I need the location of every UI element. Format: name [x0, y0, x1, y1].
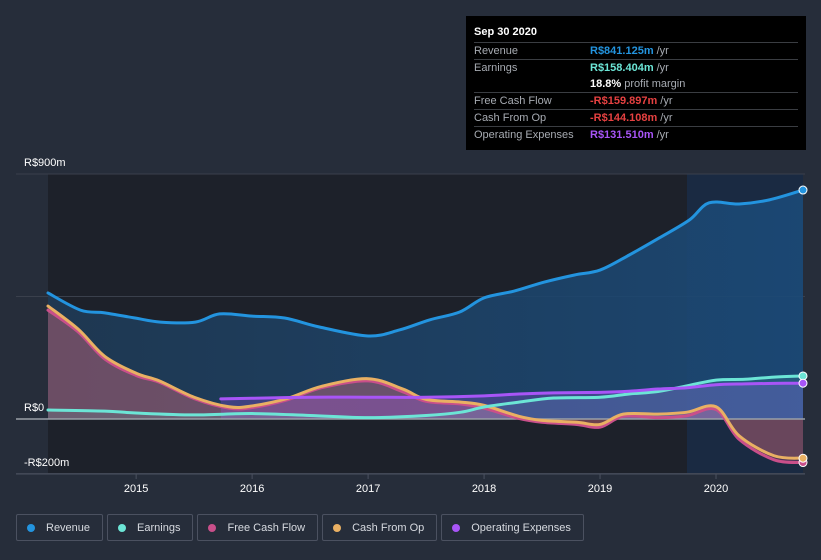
x-tick-label: 2020 [704, 483, 728, 495]
legend-label: Revenue [46, 521, 91, 534]
tooltip-value: R$158.404m [590, 62, 654, 74]
tooltip-value: -R$159.897m [590, 95, 658, 107]
tooltip-label: Revenue [474, 45, 519, 57]
cash-from-op-end-marker [798, 453, 808, 463]
operating-expenses-end-marker [798, 378, 808, 388]
y-tick-label-zero: R$0 [24, 402, 44, 414]
data-tooltip: Sep 30 2020 Revenue R$841.125m /yr Earni… [466, 16, 806, 150]
earnings-area [48, 375, 803, 419]
profit-margin-value: 18.8% [590, 78, 622, 90]
tooltip-row-cash-from-op: Cash From Op -R$144.108m /yr [474, 110, 798, 127]
legend-item-revenue[interactable]: Revenue [16, 514, 104, 541]
tooltip-value: R$131.510m [590, 129, 654, 141]
tooltip-unit: /yr [660, 95, 673, 107]
free-cash-flow-dot-icon [208, 523, 217, 532]
tooltip-value: -R$144.108m [590, 112, 658, 124]
y-tick-label-bottom: -R$200m [24, 457, 69, 469]
tooltip-label: Free Cash Flow [474, 95, 552, 107]
x-tick-label: 2017 [356, 483, 380, 495]
revenue-area [48, 190, 803, 419]
legend-label: Operating Expenses [471, 521, 571, 534]
tooltip-unit: /yr [660, 112, 673, 124]
revenue-end-marker [798, 185, 808, 195]
operating-expenses-line [219, 381, 805, 401]
x-tick-label: 2019 [588, 483, 612, 495]
tooltip-row-earnings: Earnings R$158.404m /yr [474, 60, 798, 76]
tooltip-date: Sep 30 2020 [474, 24, 798, 43]
financial-chart: R$900m R$0 -R$200m 2015 2016 2017 2018 2019 2… [16, 157, 808, 495]
tooltip-label [474, 76, 590, 92]
legend-label: Free Cash Flow [227, 521, 306, 534]
revenue-dot-icon [27, 523, 35, 532]
tooltip-unit: profit margin [624, 78, 686, 90]
earnings-dot-icon [118, 523, 127, 532]
legend-item-operating-expenses[interactable]: Operating Expenses [441, 514, 584, 541]
tooltip-row-operating-expenses: Operating Expenses R$131.510m /yr [474, 127, 798, 143]
cash-from-op-dot-icon [333, 523, 342, 532]
tooltip-row-profit-margin: 18.8% profit margin [474, 76, 798, 93]
tooltip-label: Earnings [474, 62, 518, 74]
tooltip-unit: /yr [656, 129, 669, 141]
y-tick-label-top: R$900m [24, 157, 66, 169]
legend-label: Earnings [137, 521, 181, 534]
tooltip-label: Cash From Op [474, 112, 547, 124]
chart-legend: Revenue Earnings Free Cash Flow Cash Fro… [16, 514, 584, 541]
legend-item-cash-from-op[interactable]: Cash From Op [322, 514, 438, 541]
legend-item-earnings[interactable]: Earnings [107, 514, 194, 541]
revenue-line [46, 188, 805, 338]
operating-expenses-dot-icon [452, 523, 461, 532]
x-tick-label: 2018 [472, 483, 496, 495]
tooltip-label: Operating Expenses [474, 129, 574, 141]
legend-item-free-cash-flow[interactable]: Free Cash Flow [197, 514, 319, 541]
cash-from-op-line [46, 304, 805, 460]
legend-label: Cash From Op [352, 521, 425, 534]
tooltip-row-revenue: Revenue R$841.125m /yr [474, 43, 798, 60]
earnings-line [46, 374, 805, 420]
tooltip-row-free-cash-flow: Free Cash Flow -R$159.897m /yr [474, 93, 798, 110]
tooltip-unit: /yr [656, 45, 669, 57]
x-tick-label: 2015 [124, 483, 148, 495]
x-tick-label: 2016 [240, 483, 264, 495]
tooltip-value: R$841.125m [590, 45, 654, 57]
tooltip-unit: /yr [656, 62, 669, 74]
